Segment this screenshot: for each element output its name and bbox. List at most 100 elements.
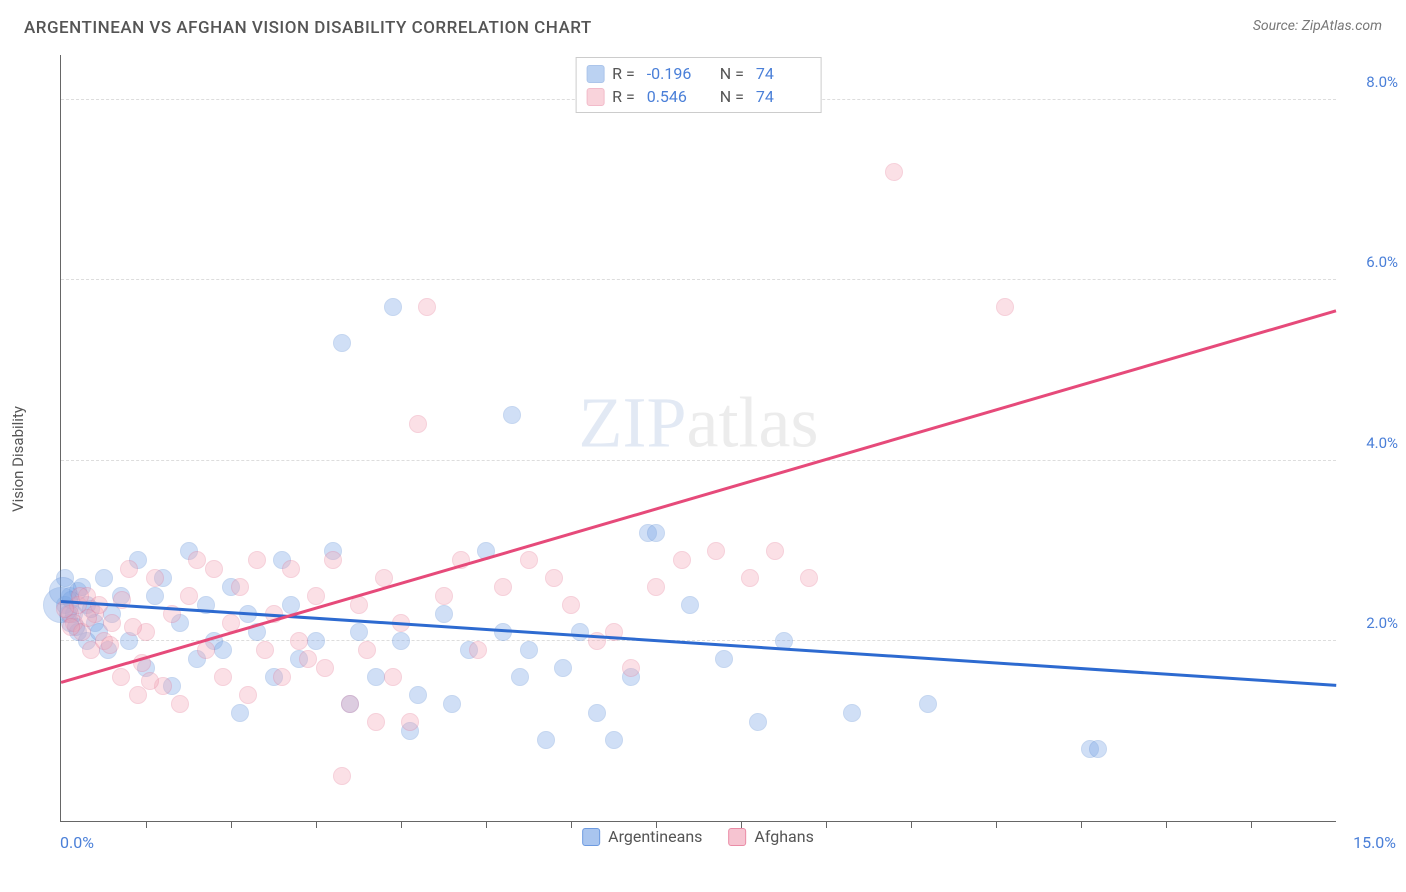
scatter-point [843,704,861,722]
plot-area: ZIPatlas R =-0.196N =74R =0.546N =74 2.0… [60,55,1336,822]
y-tick-label: 8.0% [1343,73,1398,91]
scatter-point [350,623,368,641]
series-legend: Argentineans Afghans [582,827,814,846]
scatter-point [800,569,818,587]
y-tick-label: 6.0% [1343,253,1398,271]
y-tick-label: 2.0% [1343,614,1398,632]
scatter-point [520,551,538,569]
legend-swatch [586,65,604,83]
n-label: N = [720,87,744,106]
r-value: 0.546 [647,87,702,106]
scatter-point [1089,740,1107,758]
series-legend-label: Afghans [754,827,813,846]
series-legend-item: Argentineans [582,827,702,846]
chart-container: Vision Disability ZIPatlas R =-0.196N =7… [50,55,1406,862]
scatter-point [188,551,206,569]
y-axis-label: Vision Disability [9,406,27,512]
scatter-point [392,632,410,650]
scatter-point [401,713,419,731]
scatter-point [367,713,385,731]
scatter-point [341,695,359,713]
r-label: R = [612,87,635,106]
scatter-point [554,659,572,677]
scatter-point [231,704,249,722]
x-axis-max-label: 15.0% [1353,833,1396,852]
correlation-legend: R = -0.196 N = 74 R = 0.546 N = 74 [575,57,822,113]
scatter-point [384,298,402,316]
scatter-point [290,632,308,650]
scatter-point [171,695,189,713]
n-value: 74 [756,64,811,83]
scatter-point [605,731,623,749]
scatter-point [129,686,147,704]
scatter-point [469,641,487,659]
scatter-point [256,641,274,659]
r-label: R = [612,64,635,83]
scatter-point [494,578,512,596]
series-legend-label: Argentineans [608,827,702,846]
x-axis-min-label: 0.0% [60,833,94,852]
scatter-point [715,650,733,668]
scatter-point [324,551,342,569]
r-value: -0.196 [647,64,702,83]
scatter-point [62,618,80,636]
gridline [61,460,1336,461]
scatter-point [299,650,317,668]
scatter-point [367,668,385,686]
correlation-legend-row: R = 0.546 N = 74 [586,85,811,108]
scatter-point [214,668,232,686]
scatter-point [588,704,606,722]
scatter-point [919,695,937,713]
watermark: ZIPatlas [579,381,819,464]
scatter-point [766,542,784,560]
scatter-point [180,587,198,605]
scatter-point [511,668,529,686]
scatter-point [562,596,580,614]
scatter-point [239,686,257,704]
scatter-point [101,636,119,654]
scatter-point [103,614,121,632]
scatter-point [205,560,223,578]
scatter-point [749,713,767,731]
scatter-point [146,569,164,587]
scatter-point [545,569,563,587]
legend-swatch [586,88,604,106]
scatter-point [647,524,665,542]
scatter-point [384,668,402,686]
scatter-point [537,731,555,749]
scatter-point [673,551,691,569]
scatter-point [741,569,759,587]
scatter-point [95,569,113,587]
y-tick-label: 4.0% [1343,434,1398,452]
scatter-point [248,551,266,569]
scatter-point [273,668,291,686]
scatter-point [146,587,164,605]
n-label: N = [720,64,744,83]
page-title: ARGENTINEAN VS AFGHAN VISION DISABILITY … [24,18,592,38]
source-attribution: Source: ZipAtlas.com [1253,18,1382,34]
scatter-point [214,641,232,659]
header: ARGENTINEAN VS AFGHAN VISION DISABILITY … [0,0,1406,48]
scatter-point [316,659,334,677]
scatter-point [503,406,521,424]
scatter-point [885,163,903,181]
scatter-point [435,587,453,605]
scatter-point [141,672,159,690]
scatter-point [307,632,325,650]
legend-swatch [728,828,746,846]
scatter-point [358,641,376,659]
scatter-point [333,767,351,785]
scatter-point [647,578,665,596]
scatter-point [622,659,640,677]
scatter-point [409,415,427,433]
scatter-point [112,668,130,686]
scatter-point [333,334,351,352]
scatter-point [307,587,325,605]
trend-line [61,310,1337,684]
n-value: 74 [756,87,811,106]
scatter-point [231,578,249,596]
scatter-point [443,695,461,713]
scatter-point [996,298,1014,316]
scatter-point [282,560,300,578]
scatter-point [681,596,699,614]
